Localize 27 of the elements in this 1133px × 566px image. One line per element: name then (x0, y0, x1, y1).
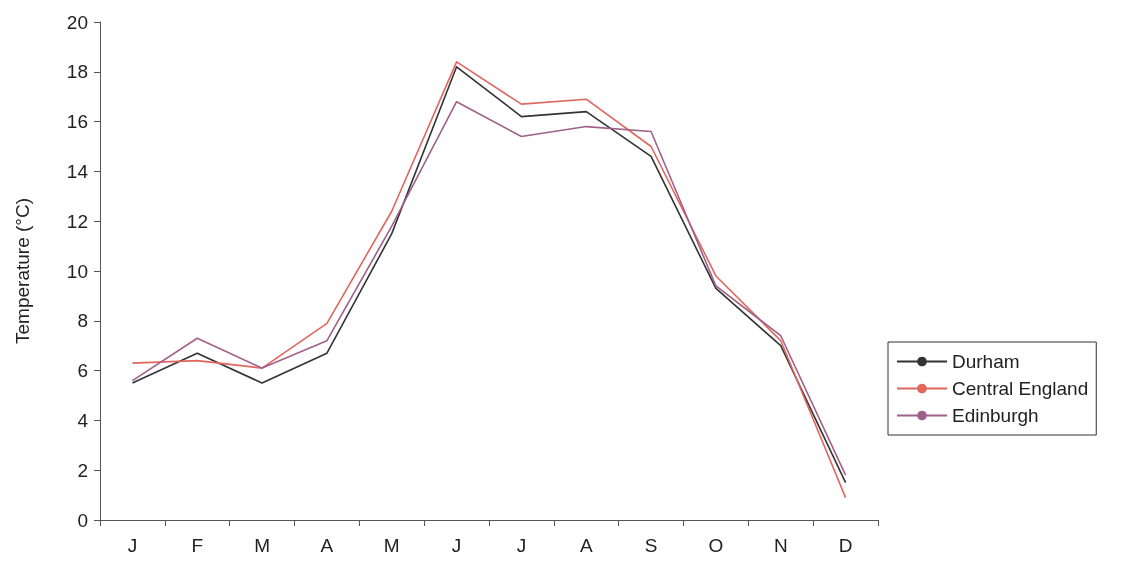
y-tick-label: 10 (66, 260, 88, 282)
y-tick-label: 18 (66, 61, 88, 83)
x-tick-label: A (320, 535, 334, 556)
x-tick-label: S (644, 535, 658, 556)
x-tick-label: M (383, 535, 400, 556)
y-axis-title: Temperature (°C) (12, 198, 33, 344)
y-tick-label: 14 (66, 160, 89, 182)
x-tick-label: N (773, 535, 788, 556)
y-tick-label: 16 (66, 111, 88, 133)
x-tick-label: O (708, 535, 724, 556)
x-tick-label: J (516, 535, 527, 556)
x-tick-label: J (127, 535, 138, 556)
y-tick-label: 12 (66, 210, 88, 232)
x-tick-label: F (191, 535, 204, 556)
x-tick-label: J (451, 535, 462, 556)
x-tick-label: D (838, 535, 853, 556)
y-tick-label: 8 (77, 310, 88, 332)
legend-label: Edinburgh (952, 405, 1039, 426)
y-tick-label: 4 (77, 409, 89, 431)
x-tick-label: M (254, 535, 270, 556)
y-tick-label: 0 (77, 509, 88, 531)
y-tick-label: 20 (66, 11, 88, 33)
legend-label: Central England (952, 378, 1089, 399)
x-tick-label: A (579, 535, 593, 556)
y-tick-label: 6 (77, 360, 88, 382)
legend-label: Durham (952, 351, 1020, 372)
y-tick-label: 2 (77, 459, 88, 481)
